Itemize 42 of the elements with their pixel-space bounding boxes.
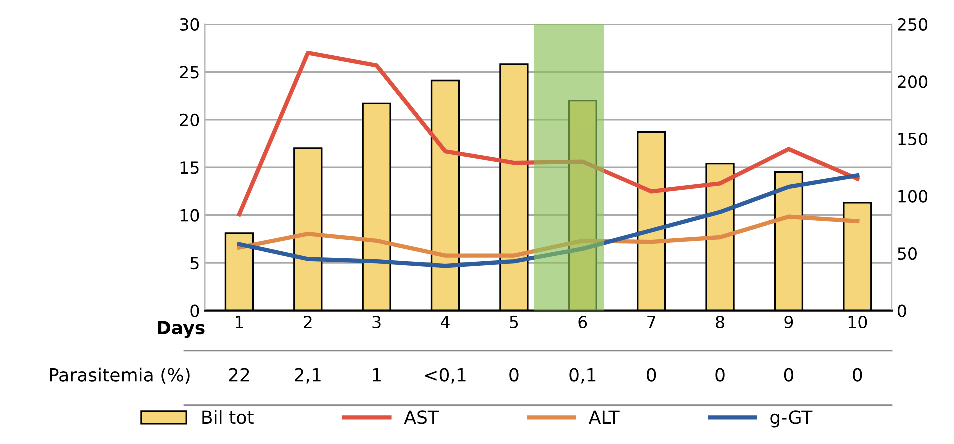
line-series (237, 174, 860, 268)
y-tick-label: 0 (190, 304, 200, 318)
y2-tick-label: 0 (898, 304, 906, 318)
legend-label: ALT (588, 410, 620, 424)
y-tick-label: 20 (180, 114, 200, 126)
x-tick-label: 2 (304, 316, 312, 328)
text: 0 (784, 368, 794, 382)
x-axis-title: Days (158, 321, 205, 338)
y-tick-label: 30 (180, 18, 200, 31)
x-tick-label: 8 (716, 316, 724, 329)
text: Parasitemia (%) (50, 368, 190, 384)
x-tick-label: 7 (648, 316, 656, 328)
x-tick-label: 5 (510, 316, 518, 329)
line-series (237, 214, 860, 258)
y-tick-label: 15 (180, 162, 199, 174)
x-tick-label: 3 (372, 316, 381, 329)
y2-tick-label: 200 (898, 76, 928, 88)
y-tick-label: 10 (180, 209, 200, 222)
x-tick-label: 9 (784, 316, 794, 329)
text: <0,1 (426, 368, 466, 384)
text: 2,1 (295, 368, 321, 384)
legend-label: g-GT (770, 410, 813, 428)
legend-label: AST (404, 410, 440, 424)
y-tick-label: 5 (190, 257, 199, 270)
x-tick-label: 4 (441, 316, 450, 328)
legend-label: Bil tot (202, 410, 254, 424)
x-tick-label: 6 (578, 316, 588, 329)
text: 0,1 (570, 368, 596, 384)
text: 1 (373, 368, 381, 382)
y-tick-label: 25 (180, 66, 199, 79)
y2-tick-label: 250 (898, 18, 928, 31)
x-tick-label: 10 (848, 316, 868, 329)
y2-tick-label: 50 (898, 247, 917, 260)
text: 0 (510, 368, 519, 382)
y2-tick-label: 150 (898, 132, 928, 146)
y2-tick-label: 100 (898, 190, 928, 203)
text: 0 (853, 368, 862, 382)
text: 22 (229, 368, 250, 382)
text: 0 (716, 368, 725, 382)
line-series (237, 50, 860, 217)
text: 0 (647, 368, 656, 382)
x-tick-label: 1 (236, 316, 244, 328)
